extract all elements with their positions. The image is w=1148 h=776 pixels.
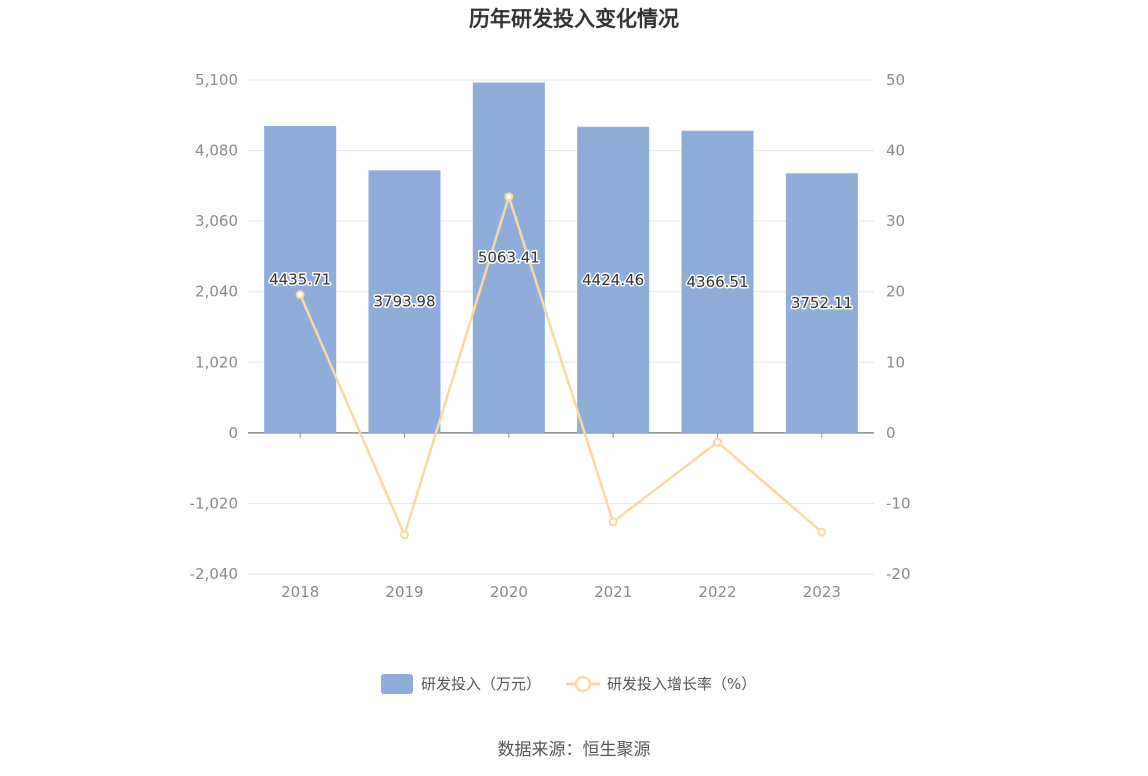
- bar-value-labels: 4435.71 3793.98 5063.41 4424.46 4366.51 3752.…: [268, 247, 855, 313]
- y-right-tick-label: 20: [886, 283, 905, 301]
- growth-point-2020[interactable]: [504, 192, 514, 202]
- legend-item-investment[interactable]: 研发投入（万元）: [381, 674, 541, 694]
- y-left-tick-label: -2,040: [190, 565, 238, 583]
- bar-2019[interactable]: [368, 170, 441, 433]
- growth-point-2019[interactable]: [400, 530, 409, 540]
- bar-value-label: 5063.41: [478, 249, 540, 267]
- y-right-tick-label: -10: [886, 494, 911, 512]
- legend-bar-swatch: [381, 674, 413, 694]
- x-tick-label: 2023: [803, 583, 841, 601]
- grid-lines: [248, 79, 874, 575]
- growth-point-2021[interactable]: [608, 517, 618, 527]
- growth-point-2022[interactable]: [713, 437, 722, 447]
- bar-2023[interactable]: [785, 173, 858, 433]
- y-left-tick-label: 2,040: [195, 283, 238, 301]
- bar-2022[interactable]: [681, 130, 754, 433]
- x-tick-label: 2021: [594, 583, 632, 601]
- x-tick-label: 2019: [385, 583, 423, 601]
- bar-value-label: 4435.71: [269, 270, 331, 288]
- y-left-tick-label: -1,020: [190, 494, 238, 512]
- data-source: 数据来源：恒生聚源: [498, 740, 651, 760]
- legend: 研发投入（万元） 研发投入增长率（%）: [381, 674, 756, 694]
- y-right-tick-label: 40: [886, 142, 905, 160]
- legend-item-growth-rate[interactable]: 研发投入增长率（%）: [566, 675, 756, 693]
- bar-value-label: 3793.98: [373, 293, 435, 311]
- bar-value-label: 4366.51: [686, 273, 748, 291]
- bar-2020[interactable]: [472, 82, 545, 433]
- legend-line-marker: [574, 675, 592, 693]
- growth-point-2023[interactable]: [817, 527, 827, 537]
- y-left-tick-label: 1,020: [195, 353, 238, 371]
- y-left-tick-label: 5,100: [195, 71, 238, 89]
- x-tick-label: 2020: [490, 583, 528, 601]
- growth-rate-line: [299, 192, 823, 539]
- y-right-tick-label: 30: [886, 212, 905, 230]
- x-tick-label: 2022: [698, 583, 736, 601]
- axes: 5,100 4,080 3,060 2,040 1,020 0 -1,020 -2,040 50…: [190, 71, 911, 601]
- bar-series: [264, 82, 858, 433]
- bar-value-label: 4424.46: [582, 271, 644, 289]
- y-right-tick-label: 0: [886, 424, 896, 442]
- bar-2018[interactable]: [264, 125, 337, 433]
- y-right-tick-label: 10: [886, 353, 905, 371]
- x-tick-label: 2018: [281, 583, 319, 601]
- y-left-tick-label: 4,080: [195, 142, 238, 160]
- y-right-tick-label: -20: [886, 565, 911, 583]
- legend-growth-rate-label: 研发投入增长率（%）: [607, 675, 756, 693]
- y-right-tick-label: 50: [886, 71, 905, 89]
- bar-2021[interactable]: [577, 126, 650, 433]
- growth-line-series: [295, 192, 827, 540]
- y-left-tick-label: 3,060: [195, 212, 238, 230]
- bar-value-label: 3752.11: [791, 294, 853, 312]
- chart-title: 历年研发投入变化情况: [469, 7, 679, 31]
- legend-investment-label: 研发投入（万元）: [421, 675, 541, 693]
- y-left-tick-label: 0: [228, 424, 238, 442]
- growth-point-2018[interactable]: [295, 290, 305, 300]
